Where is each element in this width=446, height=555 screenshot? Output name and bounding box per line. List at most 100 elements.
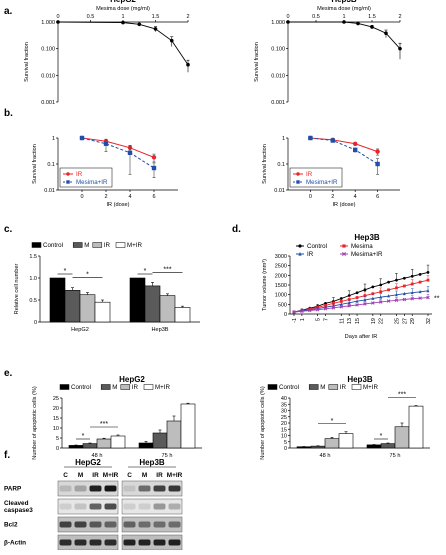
blot-band	[168, 485, 181, 492]
data-point	[402, 276, 406, 280]
y-tick-label: 1000	[275, 293, 287, 299]
y-axis-label: Survival fraction	[262, 144, 268, 184]
data-point	[395, 278, 398, 282]
blot-band	[138, 521, 151, 528]
data-point	[410, 290, 414, 295]
blot-membrane	[121, 480, 183, 497]
blot-band	[74, 521, 87, 528]
blot-band	[138, 539, 151, 546]
bar	[366, 444, 382, 449]
y-tick-label: 0	[284, 312, 287, 318]
blot-band	[59, 485, 72, 492]
x-tick-label: 0	[80, 194, 83, 200]
data-point	[315, 307, 320, 312]
data-point	[121, 20, 125, 25]
significance-marker: *	[144, 268, 147, 275]
legend-marker	[298, 251, 302, 256]
legend-swatch	[100, 384, 111, 390]
data-point	[79, 135, 85, 141]
panel-label-f: f.	[4, 450, 10, 461]
data-point	[371, 292, 375, 296]
x-tick-label: 0	[309, 194, 312, 200]
data-point	[418, 289, 422, 294]
data-point	[355, 296, 359, 299]
blot-membrane	[57, 498, 119, 515]
data-point	[347, 300, 351, 305]
legend-marker	[66, 180, 70, 184]
y-tick-label: 0.01	[274, 188, 285, 194]
blot-membrane	[57, 516, 119, 533]
legend-swatch	[115, 242, 126, 248]
legend-label: IR	[340, 384, 347, 391]
blot-band	[59, 521, 72, 528]
blot-row-label: Bcl2	[4, 522, 18, 529]
bar	[64, 290, 81, 323]
data-point	[353, 147, 358, 153]
data-point	[375, 161, 380, 167]
x-mark-stroke	[331, 306, 336, 310]
data-point	[339, 297, 343, 300]
blot-row-label: PARP	[4, 486, 22, 493]
y-tick-label: 1.5	[29, 254, 37, 260]
data-point	[402, 291, 406, 296]
x-tick-label: 25	[394, 318, 400, 324]
blot-group-label: HepG2	[75, 458, 101, 467]
y-tick-label: 2500	[275, 264, 287, 270]
data-point	[410, 282, 414, 286]
data-point	[137, 22, 142, 27]
data-point	[339, 305, 344, 309]
y-tick-label: 0	[56, 446, 59, 452]
y-tick-label: 0.001	[271, 100, 285, 106]
data-point	[331, 306, 336, 310]
legend-label: IR	[306, 171, 313, 178]
data-point	[395, 286, 398, 290]
x-mark-stroke	[386, 299, 391, 303]
bar	[174, 307, 191, 323]
data-point	[418, 272, 422, 276]
y-tick-label: 30	[281, 409, 287, 415]
y-tick-label: 1	[52, 136, 55, 142]
data-point	[387, 280, 390, 284]
x-tick-label: 1	[300, 318, 306, 321]
data-point	[394, 298, 399, 303]
legend-swatch	[143, 384, 154, 390]
x-category-label: 75 h	[162, 453, 173, 459]
data-point	[339, 300, 343, 303]
bar	[49, 277, 66, 323]
x-tick-label: 0.5	[312, 14, 320, 20]
legend-label: Mesima	[351, 243, 373, 250]
x-mark-stroke	[300, 309, 304, 314]
bar	[144, 285, 161, 323]
x-tick-label: 5	[316, 318, 322, 321]
legend-label: Control	[307, 243, 327, 250]
data-point	[342, 20, 346, 24]
chart-title: Hep3B	[347, 375, 373, 384]
data-point	[355, 303, 359, 307]
bar	[180, 403, 196, 449]
legend-marker	[342, 244, 346, 248]
x-mark-stroke	[347, 304, 351, 308]
data-point	[375, 149, 380, 154]
significance-marker: *	[380, 433, 383, 440]
significance-marker: ***	[163, 266, 171, 273]
data-point	[169, 38, 174, 43]
legend-swatch	[31, 242, 42, 248]
significance-marker: *	[86, 272, 89, 279]
data-point	[292, 310, 296, 314]
bar	[68, 445, 84, 449]
data-point	[324, 301, 327, 305]
y-axis-label: Number of apoptotic cells (%)	[260, 386, 266, 460]
blot-band	[153, 539, 166, 546]
data-point	[418, 296, 422, 300]
y-tick-label: 0.1	[277, 162, 285, 168]
data-point	[410, 296, 414, 301]
blot-band	[89, 539, 102, 546]
blot-group-label: Hep3B	[139, 458, 165, 467]
data-point	[355, 299, 359, 303]
bar	[394, 426, 410, 449]
legend-label: M+IR	[363, 384, 378, 391]
data-point	[363, 302, 367, 306]
panel-label-d: d.	[232, 224, 241, 235]
legend-swatch	[72, 242, 83, 248]
blot-band	[138, 503, 151, 510]
